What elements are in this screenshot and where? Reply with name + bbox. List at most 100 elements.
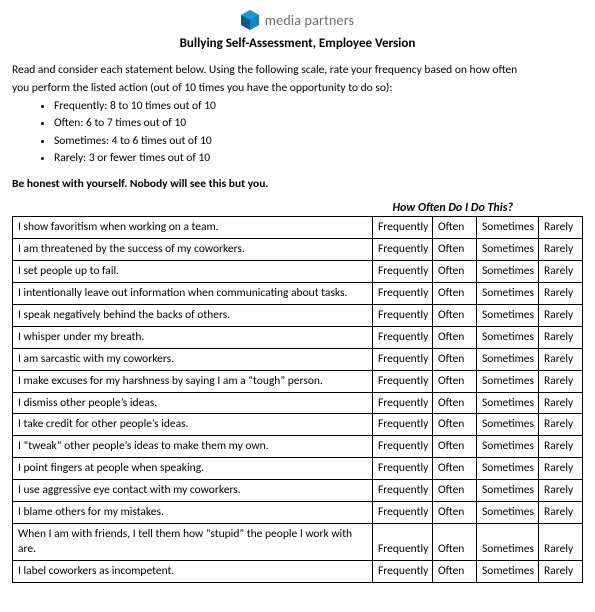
option-cell-sometimes[interactable]: Sometimes	[477, 524, 539, 561]
option-cell-sometimes[interactable]: Sometimes	[477, 502, 539, 524]
option-cell-frequently[interactable]: Frequently	[373, 436, 433, 458]
assessment-table: I show favoritism when working on a team…	[12, 216, 583, 583]
option-cell-often[interactable]: Often	[433, 370, 477, 392]
option-cell-often[interactable]: Often	[433, 217, 477, 239]
option-cell-rarely[interactable]: Rarely	[539, 238, 583, 260]
option-cell-frequently[interactable]: Frequently	[373, 260, 433, 282]
option-cell-often[interactable]: Often	[433, 561, 477, 583]
option-cell-rarely[interactable]: Rarely	[539, 561, 583, 583]
option-cell-often[interactable]: Often	[433, 524, 477, 561]
statement-cell: I label coworkers as incompetent.	[13, 561, 373, 583]
option-cell-rarely[interactable]: Rarely	[539, 282, 583, 304]
option-cell-frequently[interactable]: Frequently	[373, 370, 433, 392]
option-cell-sometimes[interactable]: Sometimes	[477, 436, 539, 458]
option-cell-sometimes[interactable]: Sometimes	[477, 370, 539, 392]
statement-cell: I intentionally leave out information wh…	[13, 282, 373, 304]
option-cell-sometimes[interactable]: Sometimes	[477, 282, 539, 304]
table-row: I make excuses for my harshness by sayin…	[13, 370, 583, 392]
option-cell-rarely[interactable]: Rarely	[539, 524, 583, 561]
table-row: I intentionally leave out information wh…	[13, 282, 583, 304]
table-row: I blame others for my mistakes.Frequentl…	[13, 502, 583, 524]
page-title: Bullying Self-Assessment, Employee Versi…	[12, 36, 583, 51]
option-cell-sometimes[interactable]: Sometimes	[477, 326, 539, 348]
statement-cell: I dismiss other people’s ideas.	[13, 392, 373, 414]
option-cell-rarely[interactable]: Rarely	[539, 260, 583, 282]
table-row: I dismiss other people’s ideas.Frequentl…	[13, 392, 583, 414]
option-cell-sometimes[interactable]: Sometimes	[477, 238, 539, 260]
option-cell-frequently[interactable]: Frequently	[373, 502, 433, 524]
statement-cell: I whisper under my breath.	[13, 326, 373, 348]
option-cell-frequently[interactable]: Frequently	[373, 458, 433, 480]
option-cell-sometimes[interactable]: Sometimes	[477, 348, 539, 370]
table-row: I label coworkers as incompetent.Frequen…	[13, 561, 583, 583]
option-cell-sometimes[interactable]: Sometimes	[477, 392, 539, 414]
statement-cell: I use aggressive eye contact with my cow…	[13, 480, 373, 502]
table-row: I speak negatively behind the backs of o…	[13, 304, 583, 326]
option-cell-often[interactable]: Often	[433, 414, 477, 436]
table-row: I use aggressive eye contact with my cow…	[13, 480, 583, 502]
option-cell-frequently[interactable]: Frequently	[373, 282, 433, 304]
scale-list: Frequently: 8 to 10 times out of 10 Ofte…	[12, 98, 583, 167]
option-cell-sometimes[interactable]: Sometimes	[477, 458, 539, 480]
option-cell-frequently[interactable]: Frequently	[373, 414, 433, 436]
option-cell-frequently[interactable]: Frequently	[373, 238, 433, 260]
statement-cell: I point fingers at people when speaking.	[13, 458, 373, 480]
option-cell-rarely[interactable]: Rarely	[539, 458, 583, 480]
table-row: I show favoritism when working on a team…	[13, 217, 583, 239]
option-cell-often[interactable]: Often	[433, 282, 477, 304]
option-cell-sometimes[interactable]: Sometimes	[477, 304, 539, 326]
option-cell-rarely[interactable]: Rarely	[539, 436, 583, 458]
statement-cell: I speak negatively behind the backs of o…	[13, 304, 373, 326]
table-row: I am threatened by the success of my cow…	[13, 238, 583, 260]
option-cell-frequently[interactable]: Frequently	[373, 524, 433, 561]
option-cell-sometimes[interactable]: Sometimes	[477, 260, 539, 282]
option-cell-sometimes[interactable]: Sometimes	[477, 217, 539, 239]
option-cell-often[interactable]: Often	[433, 348, 477, 370]
option-cell-often[interactable]: Often	[433, 304, 477, 326]
option-cell-often[interactable]: Often	[433, 436, 477, 458]
brand-name: media partners	[265, 12, 354, 29]
statement-cell: When I am with friends, I tell them how …	[13, 524, 373, 561]
option-cell-rarely[interactable]: Rarely	[539, 326, 583, 348]
option-cell-rarely[interactable]: Rarely	[539, 392, 583, 414]
option-cell-rarely[interactable]: Rarely	[539, 502, 583, 524]
option-cell-frequently[interactable]: Frequently	[373, 480, 433, 502]
option-cell-rarely[interactable]: Rarely	[539, 370, 583, 392]
option-cell-rarely[interactable]: Rarely	[539, 480, 583, 502]
table-row: I point fingers at people when speaking.…	[13, 458, 583, 480]
scale-item: Rarely: 3 or fewer times out of 10	[54, 150, 583, 167]
brand-header: media partners	[12, 10, 583, 30]
option-cell-often[interactable]: Often	[433, 326, 477, 348]
option-cell-rarely[interactable]: Rarely	[539, 348, 583, 370]
option-cell-often[interactable]: Often	[433, 480, 477, 502]
option-cell-frequently[interactable]: Frequently	[373, 217, 433, 239]
table-row: I am sarcastic with my coworkers.Frequen…	[13, 348, 583, 370]
option-cell-sometimes[interactable]: Sometimes	[477, 480, 539, 502]
table-row: When I am with friends, I tell them how …	[13, 524, 583, 561]
statement-cell: I take credit for other people’s ideas.	[13, 414, 373, 436]
option-cell-frequently[interactable]: Frequently	[373, 348, 433, 370]
option-cell-rarely[interactable]: Rarely	[539, 414, 583, 436]
option-cell-often[interactable]: Often	[433, 502, 477, 524]
option-cell-frequently[interactable]: Frequently	[373, 326, 433, 348]
statement-cell: I blame others for my mistakes.	[13, 502, 373, 524]
option-cell-frequently[interactable]: Frequently	[373, 561, 433, 583]
cube-logo-icon	[241, 10, 259, 30]
option-cell-sometimes[interactable]: Sometimes	[477, 561, 539, 583]
option-cell-often[interactable]: Often	[433, 392, 477, 414]
statement-cell: I set people up to fail.	[13, 260, 373, 282]
honest-instruction: Be honest with yourself. Nobody will see…	[12, 177, 583, 191]
option-cell-sometimes[interactable]: Sometimes	[477, 414, 539, 436]
table-caption: How Often Do I Do This?	[12, 201, 583, 215]
option-cell-often[interactable]: Often	[433, 238, 477, 260]
option-cell-often[interactable]: Often	[433, 260, 477, 282]
option-cell-often[interactable]: Often	[433, 458, 477, 480]
statement-cell: I show favoritism when working on a team…	[13, 217, 373, 239]
table-row: I set people up to fail.FrequentlyOftenS…	[13, 260, 583, 282]
option-cell-frequently[interactable]: Frequently	[373, 304, 433, 326]
option-cell-rarely[interactable]: Rarely	[539, 217, 583, 239]
option-cell-rarely[interactable]: Rarely	[539, 304, 583, 326]
statement-cell: I make excuses for my harshness by sayin…	[13, 370, 373, 392]
option-cell-frequently[interactable]: Frequently	[373, 392, 433, 414]
statement-cell: I am sarcastic with my coworkers.	[13, 348, 373, 370]
